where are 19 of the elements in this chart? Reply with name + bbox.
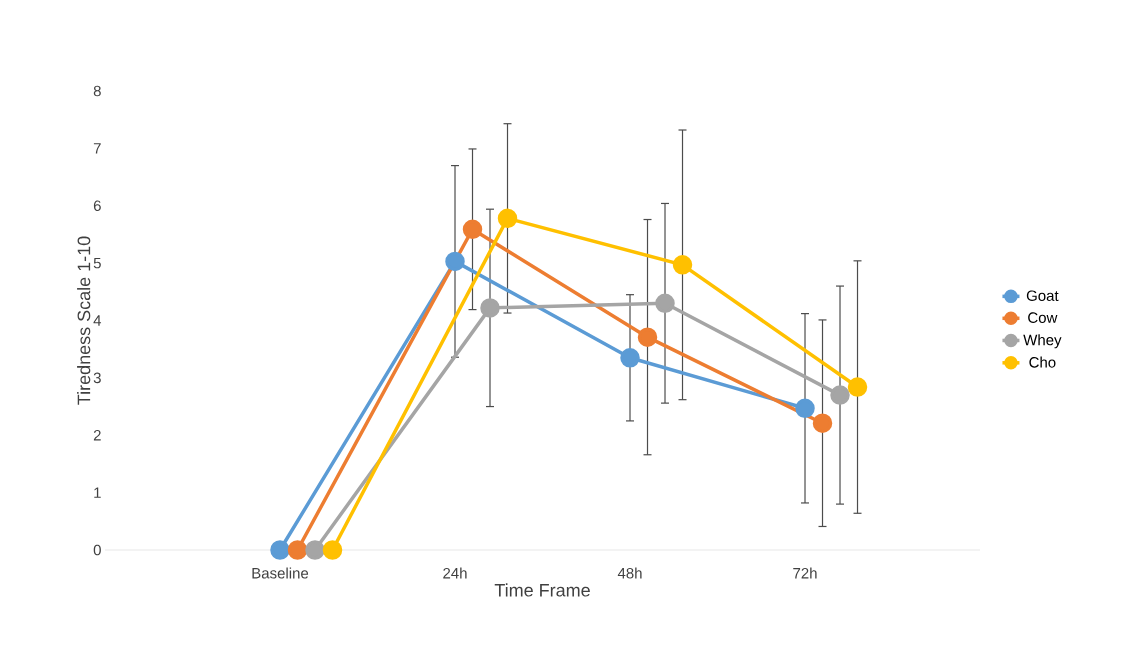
y-tick-label: 1 xyxy=(94,487,101,498)
y-tick-label: 3 xyxy=(93,372,101,384)
x-tick-label: 24h xyxy=(443,567,467,579)
x-axis-title: Time Frame xyxy=(494,583,590,597)
y-tick-label: 8 xyxy=(93,85,101,97)
legend-label: Goat xyxy=(1026,290,1059,301)
x-tick-label: 48h xyxy=(617,567,642,579)
x-tick-label: Baseline xyxy=(252,567,309,579)
y-tick-label: 0 xyxy=(93,544,101,556)
legend-label: Cho xyxy=(1029,356,1056,368)
x-tick-label: 72h xyxy=(793,567,817,579)
y-axis-title: Tiredness Scale 1-10 xyxy=(77,236,91,405)
y-tick-label: 2 xyxy=(93,430,101,441)
y-tick-label: 5 xyxy=(93,257,101,269)
y-tick-label: 4 xyxy=(93,315,102,326)
y-tick-label: 6 xyxy=(93,200,101,212)
y-tick-label: 7 xyxy=(93,143,101,154)
legend-label: Cow xyxy=(1028,312,1058,323)
legend-label: Whey xyxy=(1023,334,1062,349)
